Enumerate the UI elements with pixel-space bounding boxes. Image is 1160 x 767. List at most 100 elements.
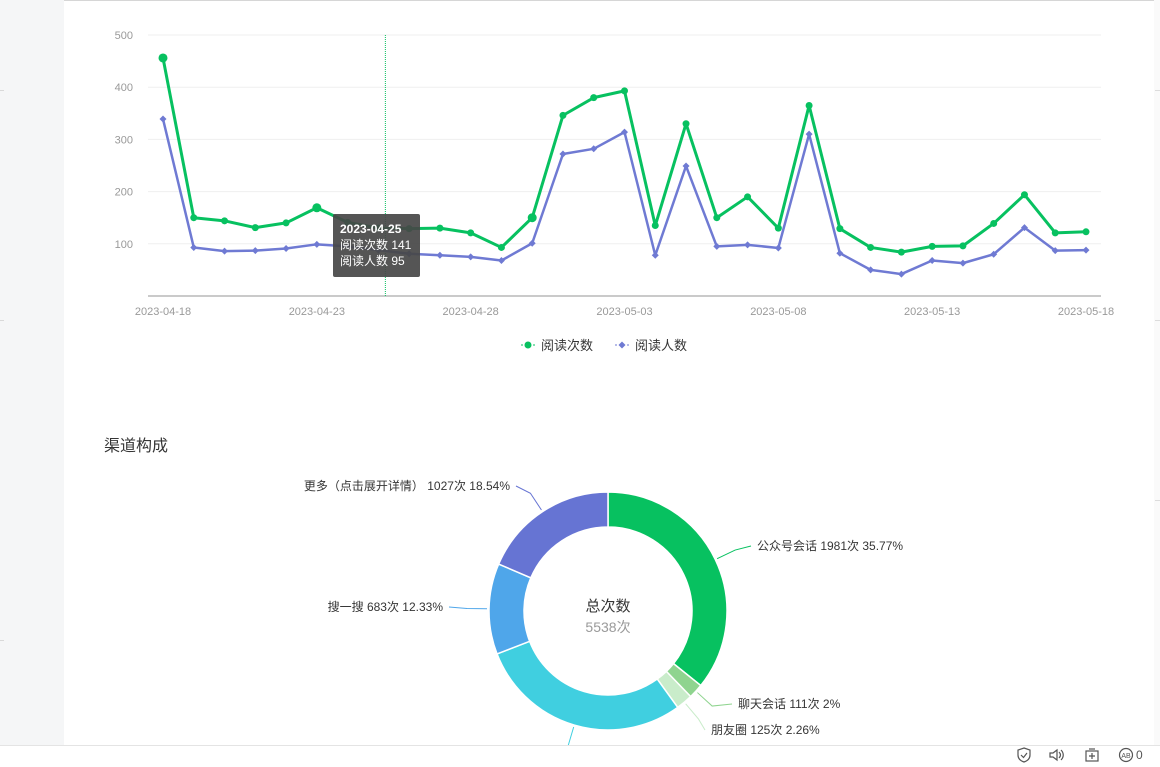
ad-block-icon[interactable]: AB (1118, 747, 1134, 763)
x-tick-label: 2023-05-08 (750, 306, 806, 318)
point-reads (928, 242, 936, 250)
point-reads (158, 53, 168, 63)
point-reads (559, 111, 567, 119)
point-reads (990, 219, 998, 227)
point-reads (1020, 191, 1028, 199)
status-bar: AB 0 (0, 745, 1160, 764)
shield-icon[interactable] (1017, 747, 1031, 763)
point-reads (497, 243, 505, 251)
point-reads (744, 193, 752, 201)
gutter-tick (0, 90, 4, 91)
series-line-1 (161, 118, 1087, 276)
point-reads (774, 224, 782, 232)
tooltip-line-readers: 阅读人数 95 (340, 254, 405, 268)
point-readers (651, 251, 659, 259)
point-readers (867, 266, 875, 274)
point-readers (190, 243, 198, 251)
point-reads (190, 214, 198, 222)
main-content (64, 0, 1160, 746)
y-tick-label: 100 (115, 239, 133, 251)
legend-label: 阅读人数 (635, 338, 687, 353)
section-title-channel: 渠道构成 (104, 438, 169, 455)
point-readers (928, 257, 936, 265)
point-readers (959, 259, 967, 267)
blocked-count: 0 (1136, 748, 1143, 762)
point-readers (713, 242, 721, 250)
point-readers (682, 162, 690, 170)
tooltip-line-reads: 阅读次数 141 (340, 238, 412, 252)
point-reads (836, 225, 844, 233)
point-readers (990, 250, 998, 258)
point-readers (1020, 224, 1028, 232)
scroll-tick (1155, 90, 1160, 91)
point-reads (467, 229, 475, 237)
x-tick-label: 2023-05-13 (904, 306, 960, 318)
point-reads (897, 248, 905, 256)
point-readers (774, 244, 782, 252)
point-reads (251, 224, 259, 232)
point-readers (282, 244, 290, 252)
legend-marker (618, 341, 626, 349)
point-reads (527, 213, 537, 223)
donut-slice-label: 搜一搜 683次 12.33% (328, 599, 444, 614)
point-readers (436, 251, 444, 259)
svg-text:AB: AB (1121, 753, 1131, 760)
point-readers (467, 253, 475, 261)
point-readers (1051, 247, 1059, 255)
point-readers (251, 247, 259, 255)
point-readers (221, 247, 229, 255)
point-readers (805, 130, 813, 138)
gutter-tick (0, 320, 4, 321)
point-reads (621, 87, 628, 95)
donut-center-value: 5538次 (585, 619, 630, 635)
point-readers (744, 241, 752, 249)
point-reads (1051, 229, 1059, 237)
point-reads (959, 242, 967, 250)
charts-canvas: 100 200 300 400 500 2023-04-18 2023-04-23 2023-… (115, 30, 1114, 745)
donut-slice (488, 563, 532, 655)
point-readers (528, 239, 536, 247)
donut-leader-line (697, 692, 733, 707)
point-reads (805, 101, 813, 109)
point-reads (282, 219, 290, 227)
scrollbar[interactable] (1154, 0, 1160, 745)
y-tick-label: 300 (115, 134, 133, 146)
speaker-icon[interactable] (1048, 747, 1066, 763)
x-tick-label: 2023-04-28 (443, 306, 499, 318)
point-readers (897, 270, 905, 278)
donut-leader-line (515, 485, 542, 511)
tooltip-date: 2023-04-25 (340, 222, 402, 236)
y-tick-label: 400 (115, 82, 133, 94)
x-tick-label: 2023-04-18 (135, 306, 191, 318)
point-reads (221, 217, 229, 225)
legend-label: 阅读次数 (541, 338, 593, 353)
point-reads (312, 203, 322, 213)
point-reads (682, 120, 690, 128)
point-reads (713, 214, 721, 222)
point-reads (651, 222, 659, 230)
x-tick-label: 2023-05-18 (1058, 306, 1114, 318)
point-readers (590, 145, 598, 153)
point-readers (497, 257, 505, 265)
donut-slice-label: 朋友圈 125次 2.26% (711, 723, 820, 737)
point-readers (836, 249, 844, 257)
point-readers (559, 150, 567, 158)
donut-center-title: 总次数 (585, 598, 630, 615)
donut-slice-label: 更多（点击展开详情） 1027次 18.54% (304, 478, 510, 493)
donut-leader-line (685, 703, 706, 731)
donut-leader-line (448, 606, 488, 610)
y-tick-label: 200 (115, 187, 133, 199)
x-tick-label: 2023-04-23 (289, 306, 345, 318)
donut-leader-line (716, 545, 752, 560)
legend-marker (524, 341, 532, 349)
point-reads (1082, 228, 1090, 236)
point-reads (867, 243, 875, 251)
donut-leader-line (567, 726, 575, 745)
gutter-tick (0, 640, 4, 641)
scroll-tick (1155, 500, 1160, 501)
add-window-icon[interactable] (1084, 747, 1100, 763)
left-gutter (0, 0, 64, 745)
donut-slice (497, 491, 609, 579)
point-readers (621, 128, 628, 136)
point-reads (436, 224, 444, 232)
